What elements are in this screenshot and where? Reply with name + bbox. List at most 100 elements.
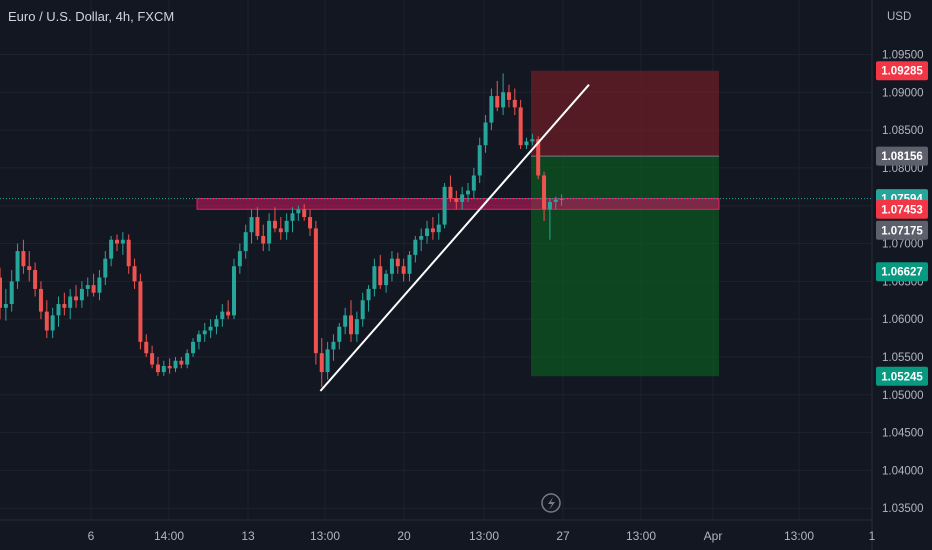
candle-body[interactable] [501, 92, 506, 108]
candle-body[interactable] [115, 239, 119, 244]
candle-body[interactable] [372, 266, 377, 289]
candle-body[interactable] [196, 334, 201, 342]
candle-body[interactable] [85, 285, 90, 289]
candle-body[interactable] [284, 220, 289, 233]
candle-body[interactable] [448, 186, 453, 199]
candle-body[interactable] [126, 239, 131, 267]
candle-body[interactable] [389, 258, 394, 274]
candle-body[interactable] [50, 315, 55, 331]
candle-body[interactable] [33, 270, 38, 289]
candle-body[interactable] [460, 194, 465, 202]
stop-loss-zone[interactable] [531, 70, 719, 157]
candle-body[interactable] [547, 201, 552, 210]
candle-body[interactable] [302, 209, 307, 218]
candle-body[interactable] [179, 360, 184, 365]
candle-body[interactable] [430, 228, 435, 233]
candle-body[interactable] [155, 364, 160, 373]
candle-body[interactable] [308, 217, 313, 229]
candle-body[interactable] [185, 353, 190, 365]
candle-body[interactable] [9, 281, 14, 305]
candle-body[interactable] [56, 304, 61, 316]
candle-body[interactable] [120, 239, 125, 244]
candle-body[interactable] [419, 235, 424, 240]
candle-body[interactable] [512, 99, 517, 108]
candle-body[interactable] [553, 199, 558, 202]
candle-body[interactable] [103, 258, 108, 278]
candle-body[interactable] [454, 198, 459, 202]
candle-body[interactable] [542, 175, 547, 210]
candle-body[interactable] [150, 353, 155, 365]
candle-body[interactable] [337, 326, 342, 342]
candle-body[interactable] [360, 300, 365, 320]
candle-body[interactable] [471, 175, 476, 191]
candle-body[interactable] [74, 296, 79, 301]
candle-body[interactable] [68, 296, 73, 308]
candle-body[interactable] [313, 228, 318, 354]
candle-body[interactable] [249, 217, 254, 233]
candle-body[interactable] [278, 228, 283, 233]
candle-body[interactable] [237, 251, 242, 267]
candle-body[interactable] [267, 220, 272, 244]
candle-body[interactable] [191, 341, 196, 354]
candle-body[interactable] [425, 228, 430, 236]
candle-body[interactable] [27, 266, 32, 270]
candle-body[interactable] [138, 281, 143, 342]
candle-body[interactable] [395, 258, 400, 267]
candle-body[interactable] [3, 304, 8, 308]
candle-body[interactable] [407, 254, 412, 274]
take-profit-zone[interactable] [531, 156, 719, 377]
candle-body[interactable] [530, 139, 535, 142]
candle-body[interactable] [38, 288, 43, 312]
candle-body[interactable] [466, 190, 470, 195]
candle-body[interactable] [202, 330, 207, 335]
candle-body[interactable] [208, 326, 213, 331]
candle-body[interactable] [436, 224, 441, 233]
candle-body[interactable] [296, 209, 301, 214]
candle-body[interactable] [232, 266, 236, 316]
candle-body[interactable] [290, 213, 295, 221]
candle-body[interactable] [79, 288, 84, 301]
candle-body[interactable] [354, 319, 359, 335]
candle-body[interactable] [220, 311, 225, 320]
candle-body[interactable] [21, 251, 26, 267]
candle-body[interactable] [524, 141, 529, 146]
candle-body[interactable] [559, 198, 564, 200]
candle-body[interactable] [325, 349, 330, 373]
candle-body[interactable] [349, 315, 353, 335]
candle-body[interactable] [518, 107, 523, 146]
candle-body[interactable] [536, 139, 541, 176]
candle-body[interactable] [243, 232, 248, 252]
candle-body[interactable] [15, 251, 20, 282]
candle-body[interactable] [44, 311, 49, 331]
candle-body[interactable] [272, 220, 277, 229]
candle-body[interactable] [261, 235, 266, 244]
candle-body[interactable] [226, 311, 231, 316]
candle-body[interactable] [91, 285, 96, 293]
trendline[interactable] [319, 84, 590, 392]
candle-body[interactable] [144, 341, 149, 354]
candle-body[interactable] [378, 266, 383, 286]
candle-body[interactable] [343, 315, 348, 327]
candle-body[interactable] [483, 122, 488, 146]
lightning-icon[interactable] [541, 493, 561, 513]
candle-body[interactable] [167, 366, 172, 369]
candle-body[interactable] [132, 266, 137, 282]
candle-body[interactable] [97, 277, 102, 293]
candle-body[interactable] [506, 92, 511, 100]
candle-body[interactable] [255, 217, 260, 236]
candle-body[interactable] [401, 266, 406, 274]
candle-body[interactable] [0, 277, 2, 308]
candle-body[interactable] [214, 319, 219, 327]
candle-body[interactable] [489, 96, 494, 123]
candle-body[interactable] [62, 304, 67, 308]
candle-body[interactable] [495, 96, 500, 108]
candle-body[interactable] [384, 273, 389, 286]
candle-body[interactable] [413, 239, 418, 255]
candle-body[interactable] [161, 366, 166, 373]
candle-body[interactable] [331, 341, 336, 350]
candle-body[interactable] [109, 239, 114, 259]
candle-body[interactable] [173, 360, 178, 369]
candle-body[interactable] [477, 145, 482, 176]
candle-body[interactable] [319, 353, 324, 373]
